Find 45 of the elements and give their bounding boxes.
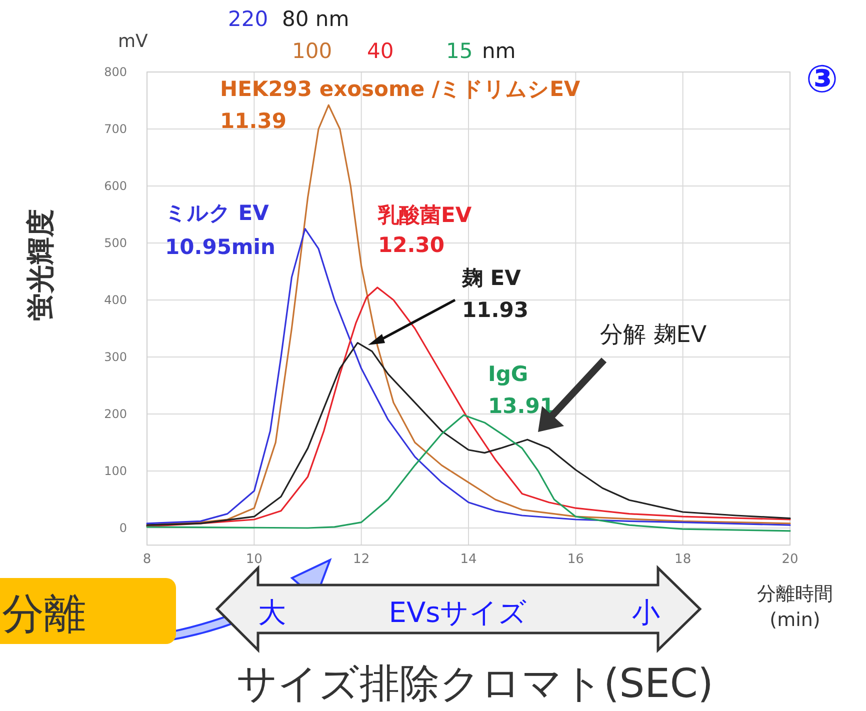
text: EVsサイズ [388, 596, 528, 629]
text: 100 [292, 39, 332, 63]
text: 80 nm [282, 7, 350, 31]
text: nm [482, 39, 516, 63]
series-label: ミルク EV [165, 201, 270, 225]
y-axis-title: 蛍光輝度 [24, 209, 57, 321]
y-tick-label: 400 [104, 293, 127, 307]
text: 大 [258, 596, 286, 629]
text: 乳酸菌EV [377, 203, 472, 227]
x-tick-label: 16 [567, 552, 584, 568]
y-tick-label: 300 [104, 350, 127, 364]
y-tick-label: 100 [104, 464, 127, 478]
line-series [146, 286, 791, 528]
text: 15 [446, 39, 473, 63]
x-axis-title: 分離時間 (min) [757, 583, 833, 631]
series-label: IgG [488, 362, 528, 386]
annotation: 10.95min [165, 235, 276, 259]
annotation: 12.30 [378, 233, 444, 257]
text: 220 [228, 7, 268, 31]
text: HEK293 exosome /ミドリムシEV [220, 77, 581, 101]
x-tick-label: 10 [246, 552, 262, 568]
y-tick-label: 800 [104, 65, 127, 79]
x-tick-label: 8 [142, 552, 152, 568]
text: ③ [806, 57, 838, 101]
x-tick-label: 20 [782, 552, 798, 568]
x-tick-label: 18 [674, 552, 692, 568]
text: サイズ排除クロマト(SEC) [236, 661, 714, 707]
y-tick-label: 500 [104, 236, 127, 250]
line-series [146, 414, 791, 532]
text: 40 [367, 39, 394, 63]
y-tick-label: 0 [119, 521, 127, 535]
annotation: 分解 麹EV [600, 322, 707, 348]
annotation: 13.91 [488, 394, 554, 418]
line-series [146, 228, 791, 526]
y-tick-label: 700 [104, 122, 127, 136]
x-tick-label: 14 [460, 552, 477, 568]
x-tick-label: 12 [353, 552, 370, 568]
annotation: 11.39 [220, 109, 286, 133]
y-tick-label: 200 [104, 407, 127, 421]
y-tick-label: 600 [104, 179, 127, 193]
text: mV [118, 31, 149, 52]
annotation: 11.93 [462, 298, 528, 322]
text: 分離 [2, 589, 86, 638]
text: 小 [632, 596, 660, 629]
text: 麹 EV [461, 266, 522, 290]
